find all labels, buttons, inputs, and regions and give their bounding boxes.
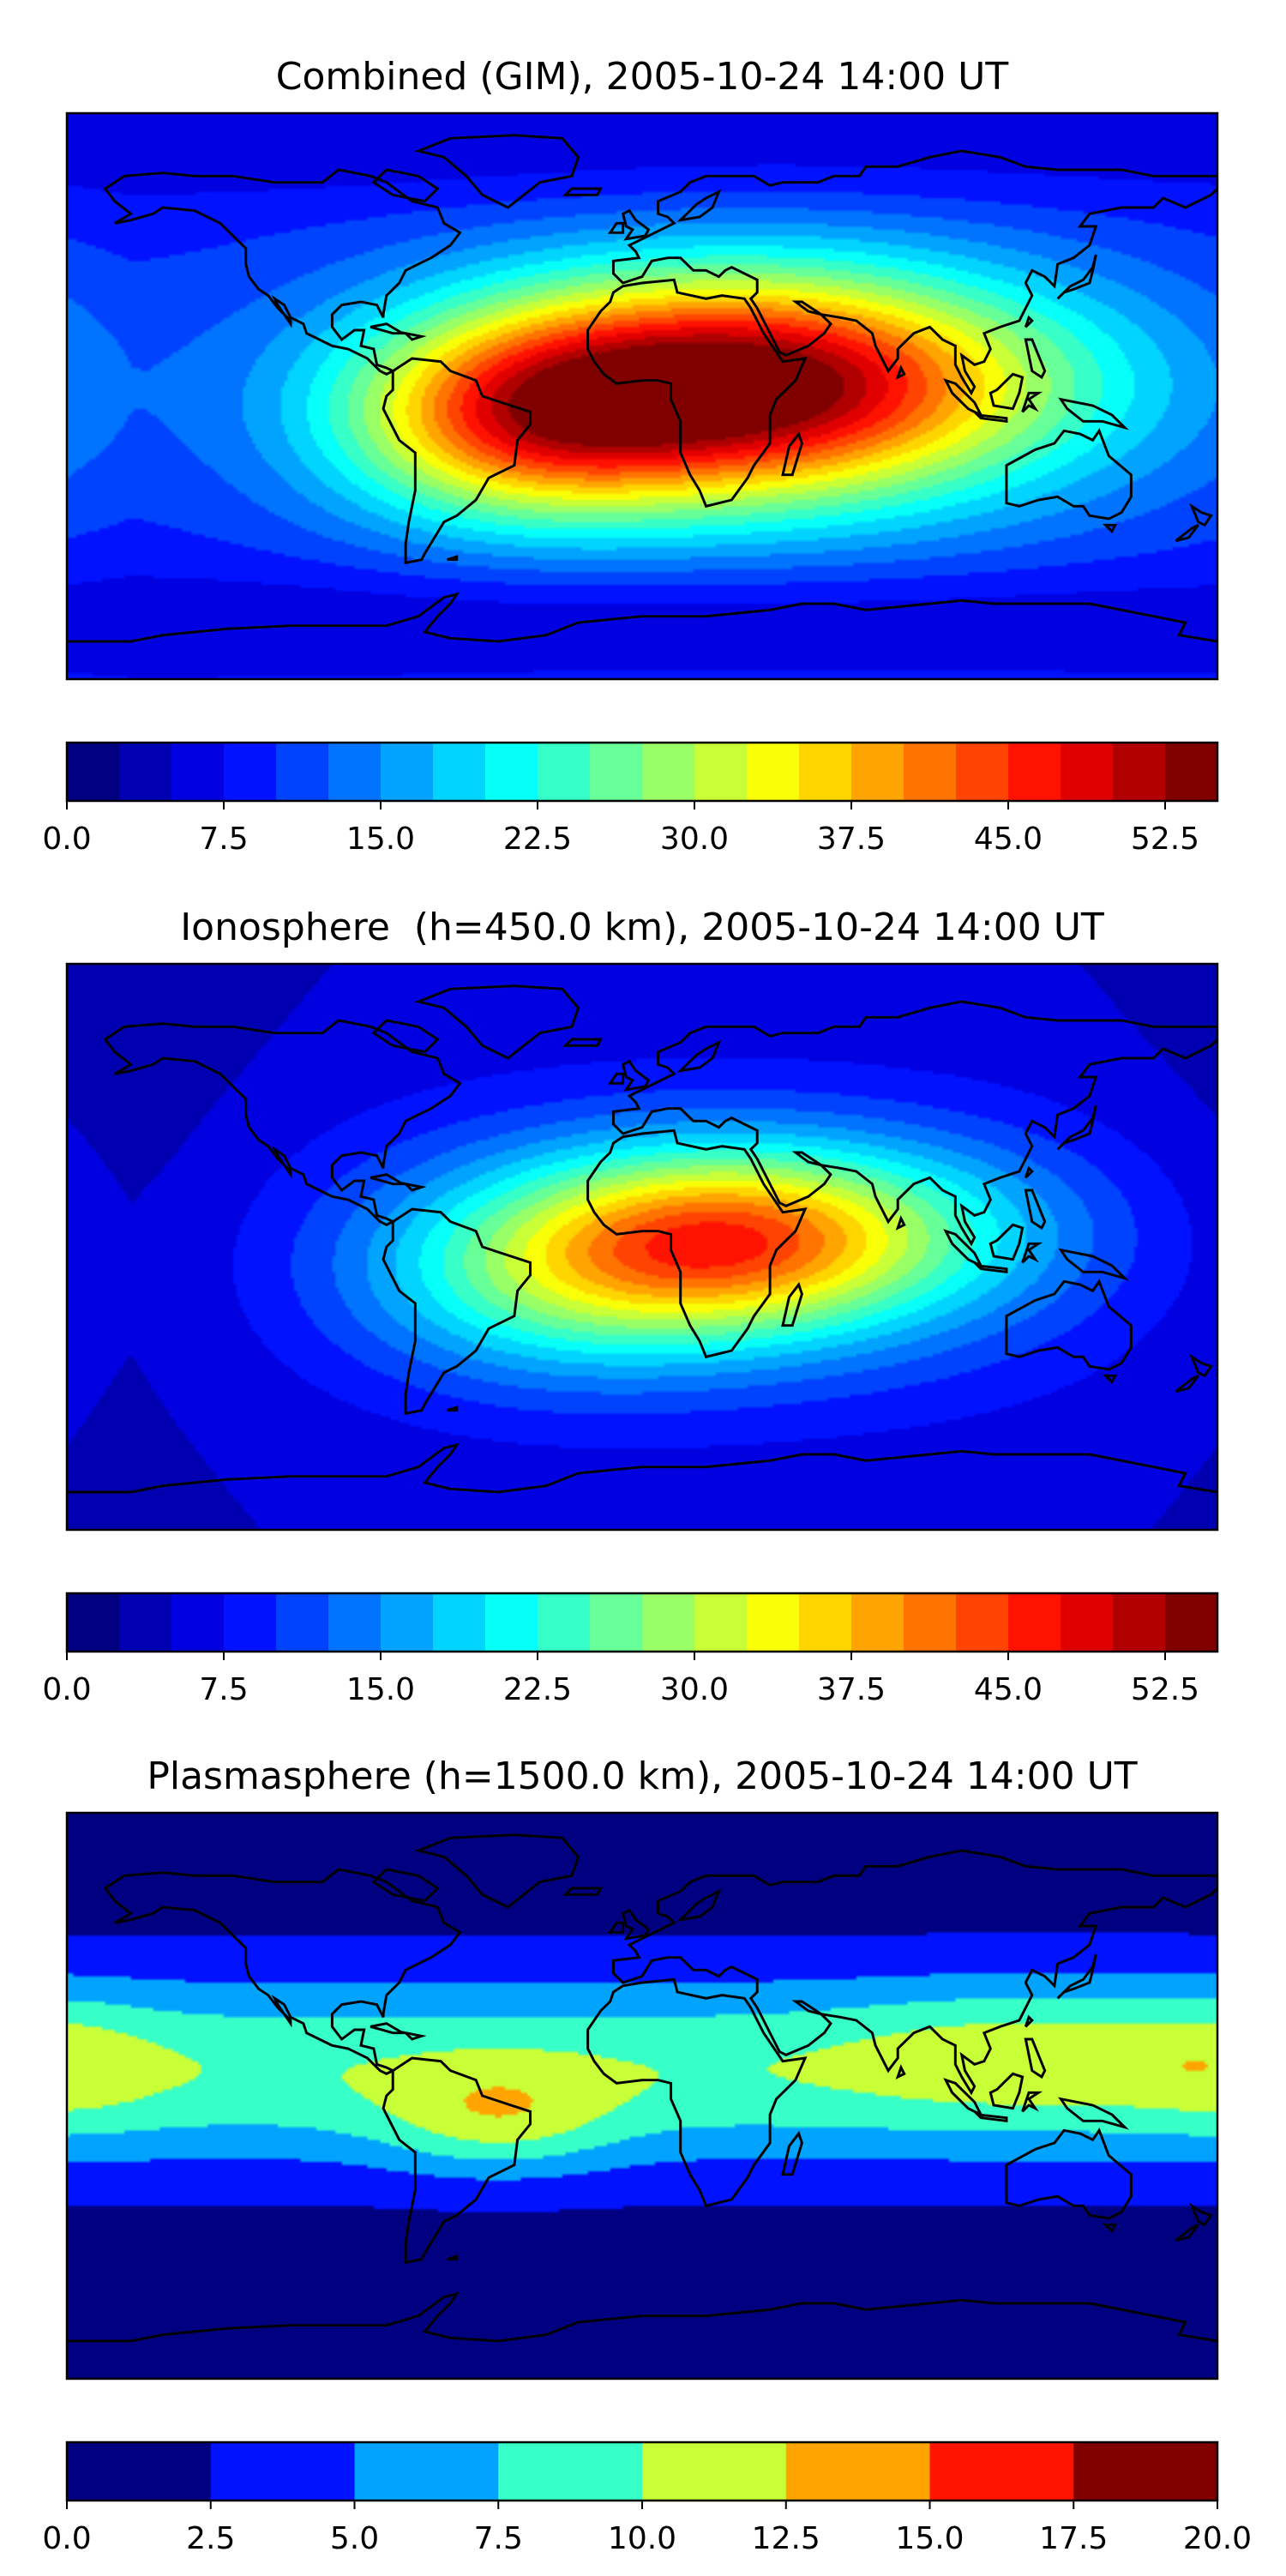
colorbar-segment — [210, 2442, 356, 2501]
colorbar-segment — [694, 1593, 748, 1652]
colorbar-tick-label: 15.0 — [895, 2521, 964, 2556]
colorbar-segment — [1165, 743, 1218, 801]
colorbar-segment — [485, 1593, 538, 1652]
colorbar-segment — [381, 743, 434, 801]
colorbar-tick-label: 7.5 — [474, 2521, 523, 2556]
colorbar-segment — [956, 743, 1009, 801]
colorbar-segment — [276, 743, 329, 801]
colorbar-segment — [276, 1593, 329, 1652]
colorbar-1: 0.0 7.5 15.0 22.5 30.0 37.5 45.0 52.5 — [42, 741, 1219, 857]
colorbar-tick-label: 2.5 — [186, 2521, 235, 2556]
colorbar-tick-label: 52.5 — [1131, 1672, 1199, 1707]
colorbar-segment — [1008, 1593, 1061, 1652]
colorbar-segment — [433, 743, 486, 801]
colorbar-tick-label: 7.5 — [199, 1672, 248, 1707]
colorbar-tick-label: 0.0 — [42, 2521, 91, 2556]
colorbar-2: 0.0 7.5 15.0 22.5 30.0 37.5 45.0 52.5 — [42, 1592, 1219, 1707]
colorbar-segment — [328, 743, 382, 801]
colorbar-tick-label: 10.0 — [608, 2521, 676, 2556]
colorbar-segment — [328, 1593, 382, 1652]
map-frame-1 — [65, 111, 1219, 681]
colorbar-segment — [119, 1593, 172, 1652]
colorbar-segment — [747, 1593, 800, 1652]
map-title-1: Combined (GIM), 2005-10-24 14:00 UT — [276, 55, 1009, 99]
colorbar-segment — [642, 1593, 695, 1652]
colorbar-segment — [1165, 1593, 1218, 1652]
colorbar-tick-label: 30.0 — [660, 822, 729, 857]
colorbar-tick-label: 12.5 — [752, 2521, 820, 2556]
colorbar-segment — [1061, 743, 1114, 801]
colorbar-tick-label: 0.0 — [42, 1672, 91, 1707]
colorbar-segment — [354, 2442, 499, 2501]
colorbar-segment — [1113, 1593, 1166, 1652]
colorbar-segment — [538, 1593, 591, 1652]
colorbar-segment — [381, 1593, 434, 1652]
colorbar-segment — [1073, 2442, 1218, 2501]
colorbar-segment — [956, 1593, 1009, 1652]
heatmap-image-1 — [67, 113, 1217, 679]
colorbar-frame — [65, 1592, 1219, 1653]
colorbar-segment — [642, 2442, 787, 2501]
colorbar-segment — [642, 743, 695, 801]
colorbar-segment — [799, 743, 852, 801]
map-frame-3 — [65, 1811, 1219, 2380]
colorbar-segment — [799, 1593, 852, 1652]
colorbar-segment — [1113, 743, 1166, 801]
colorbar-segment — [171, 743, 225, 801]
map-panel-3 — [67, 1813, 1217, 2379]
colorbar-segment — [904, 1593, 957, 1652]
heatmap-image-3 — [67, 1813, 1217, 2379]
colorbar-segment — [224, 1593, 277, 1652]
colorbar-tick-label: 5.0 — [330, 2521, 379, 2556]
map-frame-2 — [65, 962, 1219, 1532]
colorbar-segment — [590, 743, 643, 801]
colorbar-segment — [929, 2442, 1074, 2501]
colorbar-tick-label: 22.5 — [503, 822, 572, 857]
colorbar-segment — [485, 743, 538, 801]
colorbar-segment — [590, 1593, 643, 1652]
colorbar-tick-label: 17.5 — [1039, 2521, 1108, 2556]
colorbar-segment — [119, 743, 172, 801]
colorbar-tick-label: 37.5 — [817, 822, 886, 857]
colorbar-tick-label: 37.5 — [817, 1672, 886, 1707]
colorbar-tick-label: 20.0 — [1183, 2521, 1252, 2556]
colorbar-segment — [67, 743, 120, 801]
colorbar-tick-label: 15.0 — [346, 1672, 415, 1707]
colorbar-segment — [67, 1593, 120, 1652]
colorbar-segment — [433, 1593, 486, 1652]
colorbar-tick-label: 45.0 — [974, 1672, 1043, 1707]
map-title-3: Plasmasphere (h=1500.0 km), 2005-10-24 1… — [147, 1754, 1137, 1798]
colorbar-tick-label: 15.0 — [346, 822, 415, 857]
colorbar-segment — [785, 2442, 931, 2501]
colorbar-segment — [694, 743, 748, 801]
colorbar-segment — [538, 743, 591, 801]
colorbar-segment — [1061, 1593, 1114, 1652]
colorbar-segment — [224, 743, 277, 801]
colorbar-segment — [747, 743, 800, 801]
colorbar-tick-label: 45.0 — [974, 822, 1043, 857]
colorbar-3: 0.0 2.5 5.0 7.5 10.0 12.5 15.0 17.5 20.0 — [42, 2441, 1252, 2556]
colorbar-segment — [904, 743, 957, 801]
map-panel-2 — [67, 964, 1217, 1530]
map-panel-1 — [67, 113, 1217, 679]
colorbar-tick-label: 30.0 — [660, 1672, 729, 1707]
colorbar-tick-label: 22.5 — [503, 1672, 572, 1707]
colorbar-tick-label: 0.0 — [42, 822, 91, 857]
colorbar-segment — [67, 2442, 212, 2501]
map-title-2: Ionosphere (h=450.0 km), 2005-10-24 14:0… — [180, 906, 1104, 949]
colorbar-frame — [65, 741, 1219, 803]
colorbar-tick-label: 7.5 — [199, 822, 248, 857]
colorbar-segment — [851, 1593, 904, 1652]
colorbar-segment — [171, 1593, 225, 1652]
heatmap-image-2 — [67, 964, 1217, 1530]
colorbar-segment — [498, 2442, 643, 2501]
colorbar-segment — [851, 743, 904, 801]
colorbar-tick-label: 52.5 — [1131, 822, 1199, 857]
colorbar-segment — [1008, 743, 1061, 801]
